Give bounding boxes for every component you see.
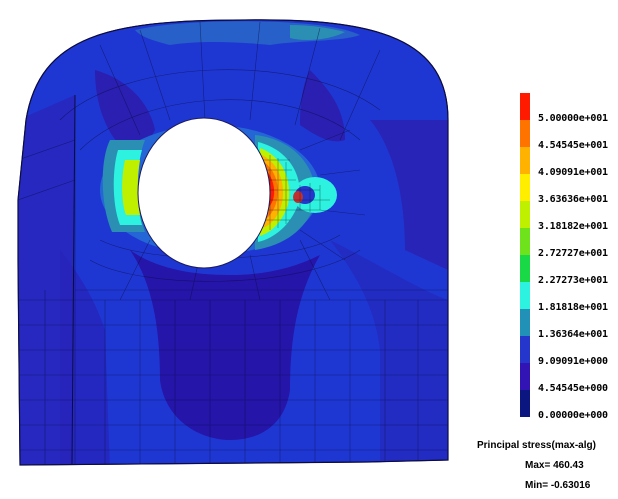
legend-swatch [520,255,530,282]
pin-hole [137,117,271,269]
legend-swatch [520,309,530,336]
legend-level-label: 3.18182e+001 [538,221,608,232]
low-stress-zone-bottom [130,250,320,440]
legend-level-label: 2.72727e+001 [538,248,608,259]
legend-swatch [520,390,530,417]
side-edge [71,94,76,466]
legend-level-label: 1.36364e+001 [538,329,608,340]
legend-level-label: 5.00000e+001 [538,113,608,124]
legend-level-label: 4.54545e+000 [538,383,608,394]
low-stress-zone-top-right [300,70,345,142]
legend-level-label: 4.54545e+001 [538,140,608,151]
part-outline [17,19,449,466]
legend-level-label: 9.09091e+000 [538,356,608,367]
low-stress-zone-top-left [95,70,155,155]
hole-left-contour-3 [122,160,140,215]
legend-swatch [520,147,530,174]
legend-title: Principal stress(max-alg) [477,440,596,451]
legend-swatch [520,201,530,228]
legend-swatch [520,282,530,309]
fe-model-contour-plot [17,19,449,466]
legend-swatch [520,363,530,390]
legend-level-label: 0.00000e+000 [538,410,608,421]
legend-swatch [520,120,530,147]
legend-level-label: 4.09091e+001 [538,167,608,178]
legend-level-label: 1.81818e+001 [538,302,608,313]
legend-level-label: 2.27273e+001 [538,275,608,286]
legend-swatch [520,93,530,120]
legend-swatch [520,174,530,201]
legend-swatch [520,336,530,363]
top-crest-hotspot [290,25,345,40]
low-stress-zone-right-edge [370,120,448,270]
pin-hotspot-core [293,191,303,203]
refined-mesh [262,155,330,230]
legend-level-label: 3.63636e+001 [538,194,608,205]
max-value-text: Max= 460.43 [525,460,584,471]
legend-swatch [520,228,530,255]
mesh-grid [18,21,448,466]
min-value-text: Min= -0.63016 [525,480,591,491]
low-stress-zone-right [330,240,448,466]
